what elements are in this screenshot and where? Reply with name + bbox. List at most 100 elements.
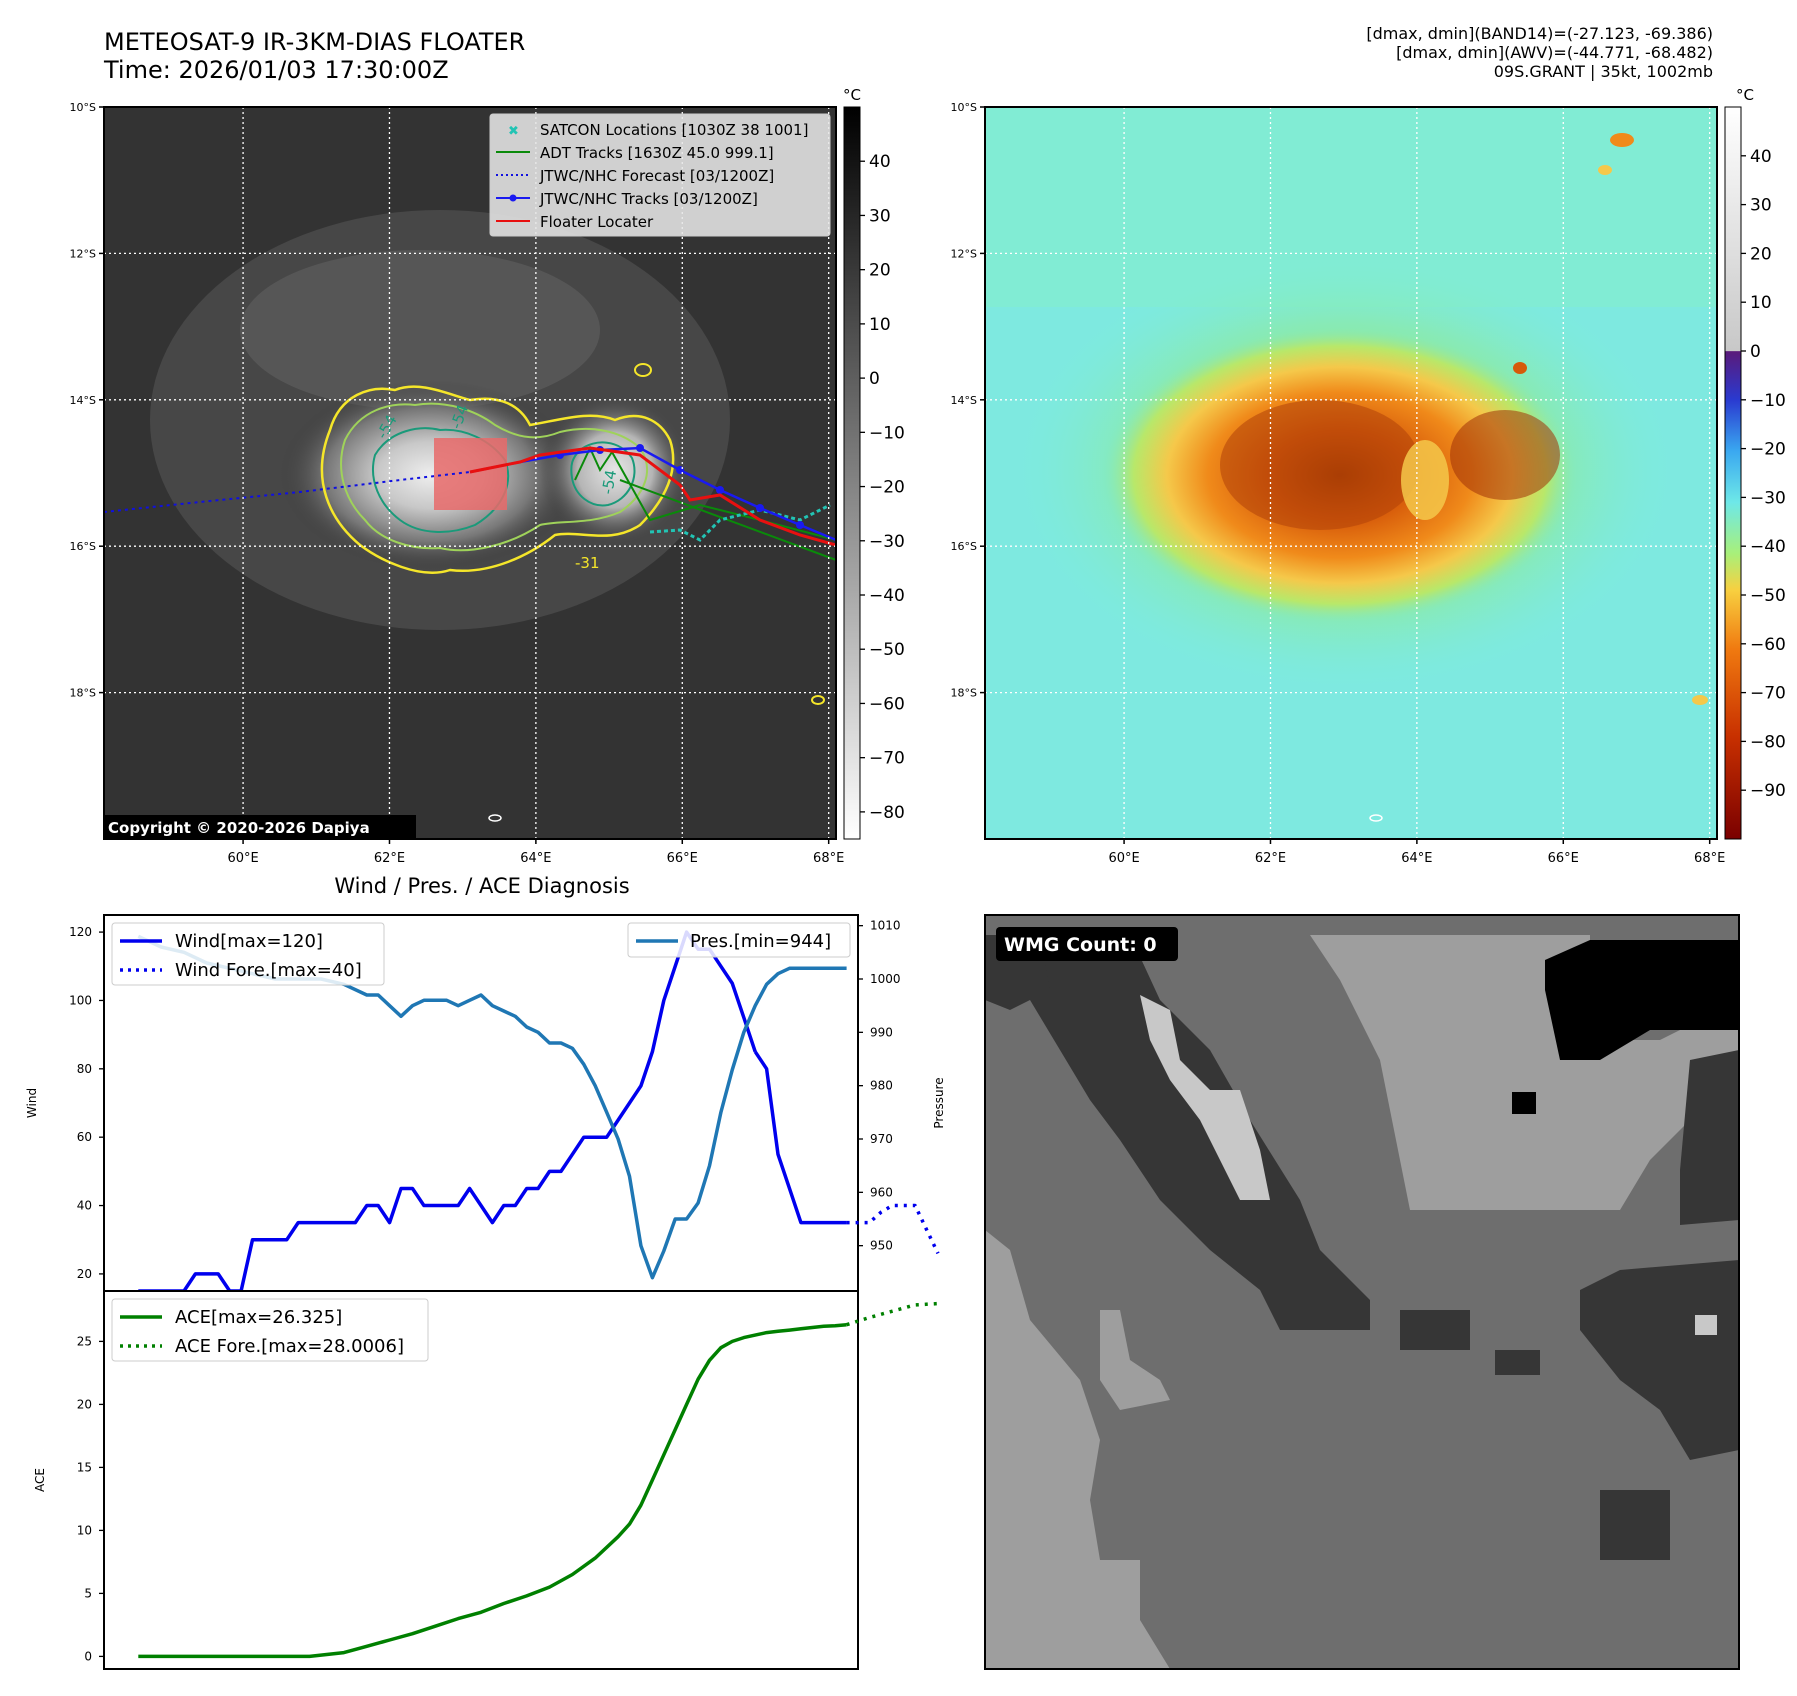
contour-label-4: -54 xyxy=(598,468,620,495)
ir-cloud-core-east xyxy=(540,395,690,545)
wind-pres-axes: 20 40 60 80 100 120 950 960 970 980 990 1000 1010 W… xyxy=(25,914,946,1293)
ir-lat-label-0: 10°S xyxy=(70,101,96,114)
ace-tick-label-3: 15 xyxy=(77,1460,92,1474)
wv-cb-label-11: −70 xyxy=(1750,684,1786,704)
info-awv: [dmax, dmin](AWV)=(-44.771, -68.482) xyxy=(1396,43,1713,62)
ace-tick-label-1: 5 xyxy=(84,1586,92,1600)
ir-cb-label-8: −40 xyxy=(869,586,905,606)
wv-cb-label-13: −90 xyxy=(1750,781,1786,801)
wv-eye-gap xyxy=(1401,440,1449,520)
jtwc-best-track xyxy=(469,446,836,542)
ace-tick-label-2: 10 xyxy=(77,1523,92,1537)
legend-satcon: SATCON Locations [1030Z 38 1001] xyxy=(540,121,808,139)
wind-tick-label-3: 80 xyxy=(77,1062,92,1076)
ir-lon-label-3: 66°E xyxy=(667,851,698,866)
title-line-1: METEOSAT-9 IR-3KM-DIAS FLOATER xyxy=(104,28,526,56)
ir-cb-label-3: 10 xyxy=(869,315,891,335)
ace-tick-label-4: 20 xyxy=(77,1397,92,1411)
wv-lon-label-3: 66°E xyxy=(1548,851,1579,866)
wv-cb-label-4: 0 xyxy=(1750,342,1761,362)
ir-cloud-band xyxy=(240,250,600,410)
ace-fore-legend: ACE Fore.[max=28.0006] xyxy=(175,1336,404,1357)
ir-contour-yellow xyxy=(320,385,675,574)
wv-cell-ne-1 xyxy=(1610,133,1634,147)
wv-cb-label-6: −20 xyxy=(1750,440,1786,460)
wind-tick-label-0: 20 xyxy=(77,1267,92,1281)
wind-tick-label-5: 120 xyxy=(69,925,92,939)
wmg-panel: WMG Count: 0 xyxy=(984,914,1740,1670)
ir-lon-label-0: 60°E xyxy=(227,851,258,866)
wv-lat-label-0: 10°S xyxy=(951,101,977,114)
ir-small-island xyxy=(488,814,502,822)
ir-lon-label-4: 68°E xyxy=(813,851,844,866)
wv-cb-label-8: −40 xyxy=(1750,537,1786,557)
wv-cb-label-10: −60 xyxy=(1750,635,1786,655)
ace-tick-label-0: 0 xyxy=(84,1649,92,1663)
wv-lon-label-1: 62°E xyxy=(1255,851,1286,866)
ir-cb-label-12: −80 xyxy=(869,803,905,823)
copyright-text: Copyright © 2020-2026 Dapiya xyxy=(108,819,370,837)
pres-tick-label-0: 950 xyxy=(870,1239,893,1253)
wv-gridlines: 60°E 62°E 64°E 66°E 68°E 10°S 12°S 14°S 16°S 18°S xyxy=(951,101,1726,866)
ace-axis-ticks: 0 5 10 15 20 25 xyxy=(77,1334,104,1663)
wv-core-east xyxy=(1450,410,1560,500)
pres-legend-box xyxy=(627,922,851,958)
wmg-dark-block-south xyxy=(1600,1490,1670,1560)
figure-title: METEOSAT-9 IR-3KM-DIAS FLOATER Time: 202… xyxy=(104,28,525,84)
wind-fore-legend: Wind Fore.[max=40] xyxy=(175,960,362,981)
wmg-region-light-streak xyxy=(1140,995,1270,1200)
wv-cb-label-7: −30 xyxy=(1750,488,1786,508)
wmg-region-light-sw xyxy=(985,1230,1170,1669)
legend-floater: Floater Locater xyxy=(540,213,654,231)
wind-tick-label-1: 40 xyxy=(77,1199,92,1213)
wv-cell-ne-3 xyxy=(1513,362,1527,374)
diag-title: Wind / Pres. / ACE Diagnosis xyxy=(334,874,629,898)
ir-cb-label-6: −20 xyxy=(869,478,905,498)
ace-ylabel: ACE xyxy=(33,1468,47,1492)
ace-series xyxy=(138,1301,939,1659)
wv-lat-label-3: 16°S xyxy=(951,540,977,553)
ir-cb-label-7: −30 xyxy=(869,532,905,552)
wmg-dark-block-mid xyxy=(1400,1310,1470,1350)
wind-legend: Wind[max=120] xyxy=(175,931,323,952)
wv-colorbar-ticks: 40 30 20 10 0 −10 −20 −30 −40 −50 −60 −70 −80 −90 xyxy=(1741,147,1786,801)
floater-locater-track xyxy=(469,446,836,547)
copyright-box xyxy=(104,815,416,839)
legend-satcon-icon: ✖ xyxy=(508,124,519,139)
wmg-frame xyxy=(984,914,1740,1670)
ir-cb-label-4: 0 xyxy=(869,369,880,389)
series-ace-fore-max-28-0006 xyxy=(846,1301,939,1327)
wv-cb-label-12: −80 xyxy=(1750,732,1786,752)
wmg-region-light-sw2 xyxy=(1100,1310,1170,1410)
ir-cb-label-10: −60 xyxy=(869,694,905,714)
wind-tick-label-2: 60 xyxy=(77,1130,92,1144)
ir-lat-label-3: 16°S xyxy=(70,540,96,553)
wv-small-island xyxy=(1369,814,1383,822)
ir-cb-label-5: −10 xyxy=(869,423,905,443)
wind-legend-box xyxy=(111,922,385,986)
series-ace-max-26-325 xyxy=(138,1322,847,1659)
ir-cb-label-1: 30 xyxy=(869,206,891,226)
wmg-label: WMG Count: 0 xyxy=(1004,934,1157,956)
pres-tick-label-3: 980 xyxy=(870,1079,893,1093)
jtwc-forecast-track xyxy=(104,471,471,513)
legend-forecast: JTWC/NHC Forecast [03/1200Z] xyxy=(539,167,774,185)
legend-tracks: JTWC/NHC Tracks [03/1200Z] xyxy=(539,190,758,208)
ir-small-cell-1 xyxy=(634,363,652,377)
wmg-light-cell xyxy=(1695,1315,1717,1335)
title-line-2: Time: 2026/01/03 17:30:00Z xyxy=(104,56,449,84)
ace-legend: ACE[max=26.325] xyxy=(175,1307,342,1328)
pres-legend: Pres.[min=944] xyxy=(690,931,831,952)
pres-tick-label-5: 1000 xyxy=(870,972,901,986)
ir-legend-box xyxy=(489,113,831,237)
wv-cb-label-0: 40 xyxy=(1750,147,1772,167)
series-wind-fore-max-40 xyxy=(846,1203,940,1255)
ir-cb-label-11: −70 xyxy=(869,749,905,769)
ir-cb-label-2: 20 xyxy=(869,261,891,281)
wv-cell-se xyxy=(1692,695,1708,705)
info-storm: 09S.GRANT | 35kt, 1002mb xyxy=(1493,62,1713,81)
wv-core-west xyxy=(1220,400,1420,530)
wmg-region-dark-east xyxy=(1580,1260,1739,1460)
ir-small-cell-2 xyxy=(811,695,825,705)
